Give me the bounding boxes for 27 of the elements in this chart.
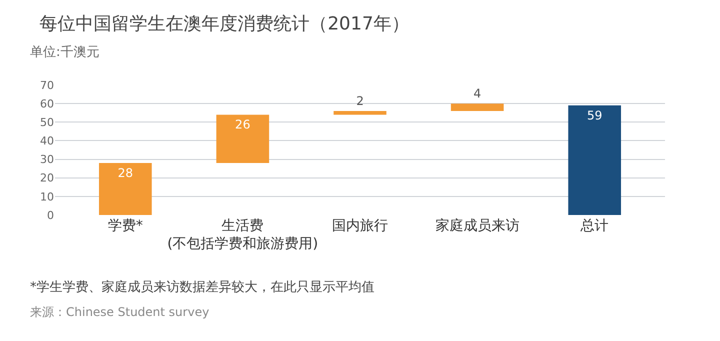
data-label: 2 xyxy=(356,94,364,108)
bar xyxy=(216,114,270,163)
bar xyxy=(568,105,622,215)
y-tick-label: 60 xyxy=(40,97,54,110)
data-label: 26 xyxy=(235,118,250,132)
y-tick-label: 50 xyxy=(40,116,54,129)
y-tick-label: 70 xyxy=(40,78,54,92)
x-tick-label: 家庭成员来访 xyxy=(435,218,520,234)
y-tick-label: 10 xyxy=(40,190,54,204)
chart-title: 每位中国留学生在澳年度消费统计（2017年） xyxy=(40,14,410,35)
x-tick-label: 学费* xyxy=(108,218,143,234)
data-label: 59 xyxy=(586,108,602,122)
y-tick-label: 0 xyxy=(47,208,54,222)
x-tick-label: 生活费 (不包括学费和旅游费用) xyxy=(167,218,318,252)
x-tick-label: 总计 xyxy=(580,218,609,234)
y-tick-label: 20 xyxy=(40,172,54,185)
data-label: 4 xyxy=(473,86,482,101)
text: *学生学费、家庭成员来访数据差异较大，在此只显示平均值 xyxy=(30,279,374,295)
data-label: 28 xyxy=(118,166,134,180)
y-tick-label: 40 xyxy=(40,134,54,148)
bar xyxy=(98,163,152,215)
source-note: 来源：Chinese Student survey xyxy=(30,305,210,319)
bar xyxy=(334,111,386,115)
y-tick-label: 30 xyxy=(40,153,54,166)
x-tick-label: 国内旅行 xyxy=(332,218,388,234)
bar xyxy=(450,104,504,111)
chart-subtitle: 单位:千澳元 xyxy=(30,45,100,60)
